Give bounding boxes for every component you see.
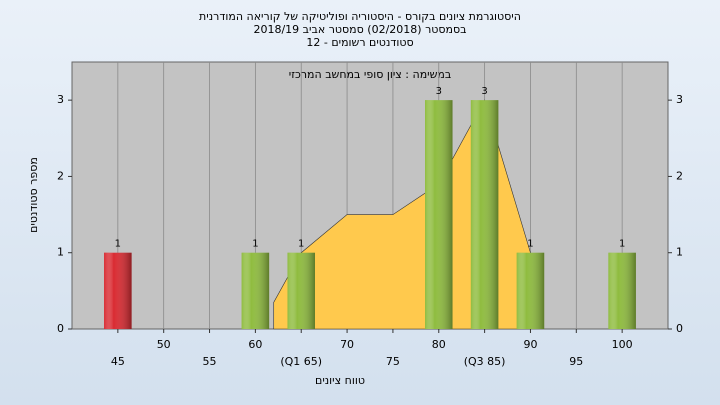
value-label: 1 [115, 239, 121, 250]
y2-tick-label: 2 [676, 169, 683, 182]
chart-subtitle: במשימה : ציון סופי במחשב המרכזי [289, 68, 452, 81]
bar-shade [104, 252, 132, 329]
x-tick-label: 75 [386, 355, 400, 368]
bar-shade [470, 100, 499, 330]
x-tick-label: 70 [340, 338, 354, 351]
value-label: 1 [619, 239, 625, 250]
y-tick-label: 3 [57, 93, 64, 106]
x-tick-label: (Q3 85) [464, 355, 506, 368]
value-label: 1 [527, 239, 533, 250]
bar-shade [516, 252, 545, 329]
value-label: 3 [436, 86, 442, 97]
value-label: 1 [298, 239, 304, 250]
y-tick-label: 0 [57, 322, 64, 335]
y-tick-label: 2 [57, 169, 64, 182]
y2-tick-label: 1 [676, 246, 683, 259]
value-label: 3 [481, 86, 487, 97]
x-tick-label: 100 [612, 338, 633, 351]
bar-shade [608, 252, 636, 329]
bar-shade [241, 252, 270, 329]
bar-shade [287, 252, 315, 329]
y-tick-label: 1 [57, 246, 64, 259]
value-label: 1 [252, 239, 258, 250]
x-tick-label: (Q1 65) [280, 355, 322, 368]
y-axis-label: מספר סטודנטים [27, 157, 40, 233]
chart-title: היסטוגרמת ציונים בקורס - היסטוריה ופוליט… [199, 10, 521, 23]
y2-tick-label: 0 [676, 322, 683, 335]
x-tick-label: 60 [248, 338, 262, 351]
chart-title: בסמסטר (02/2018) סמסטר אביב 2018/19 [253, 23, 466, 36]
y2-tick-label: 3 [676, 93, 683, 106]
x-tick-label: 80 [432, 338, 446, 351]
x-tick-label: 90 [523, 338, 537, 351]
x-tick-label: 95 [569, 355, 583, 368]
chart-title: סטודנטים רשומים - 12 [306, 36, 413, 49]
x-axis-label: טווח ציונים [315, 374, 365, 387]
x-tick-label: 55 [203, 355, 217, 368]
x-tick-label: 45 [111, 355, 125, 368]
bar-shade [425, 100, 453, 330]
x-tick-label: 50 [157, 338, 171, 351]
